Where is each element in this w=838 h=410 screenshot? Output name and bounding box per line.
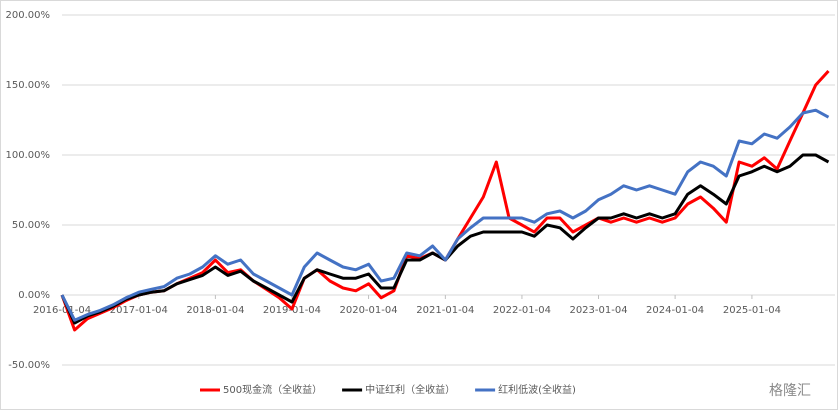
x-tick-label: 2025-01-04 <box>723 305 781 316</box>
x-tick-label: 2022-01-04 <box>493 305 551 316</box>
x-tick-label: 2020-01-04 <box>339 305 397 316</box>
y-tick-label: 200.00% <box>6 10 51 21</box>
x-tick-label: 2024-01-04 <box>646 305 704 316</box>
legend-label: 红利低波(全收益) <box>498 383 576 396</box>
y-tick-label: 150.00% <box>6 80 51 91</box>
x-tick-label: 2018-01-04 <box>186 305 244 316</box>
x-tick-label: 2019-01-04 <box>263 305 321 316</box>
y-tick-label: 0.00% <box>18 290 50 301</box>
y-tick-label: 50.00% <box>12 220 50 231</box>
x-tick-label: 2017-01-04 <box>110 305 168 316</box>
watermark: 格隆汇 <box>769 383 811 399</box>
x-tick-label: 2023-01-04 <box>569 305 627 316</box>
series-line <box>60 108 830 322</box>
y-tick-label: 100.00% <box>6 150 51 161</box>
y-tick-label: -50.00% <box>8 360 50 371</box>
x-tick-label: 2021-01-04 <box>416 305 474 316</box>
legend-label: 中证红利（全收益） <box>365 383 455 396</box>
x-tick-label: 2016-01-04 <box>33 305 91 316</box>
legend-label: 500现金流（全收益） <box>223 383 322 396</box>
